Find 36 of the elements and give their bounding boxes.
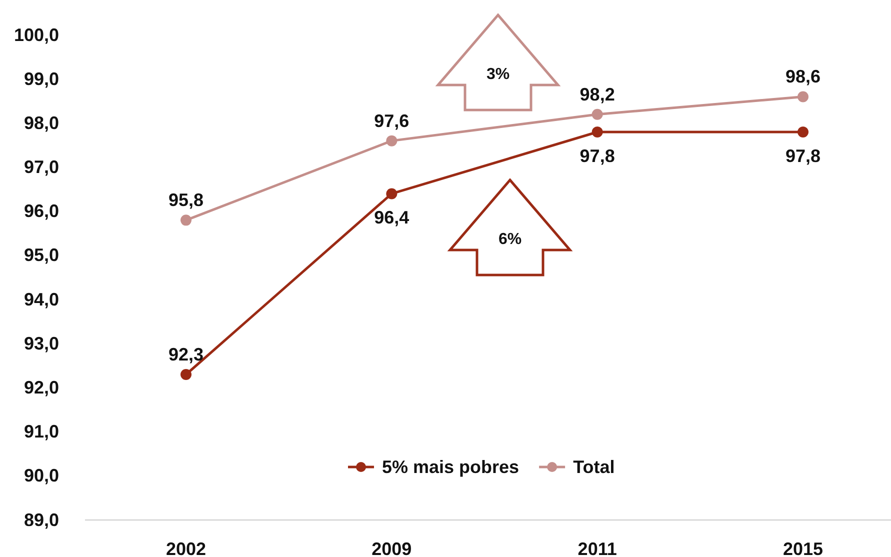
annotation: 3% [486, 66, 510, 83]
point [386, 135, 398, 146]
data-label: 98,6 [785, 66, 821, 87]
y-tick-label: 94,0 [24, 289, 59, 310]
y-tick-label: 89,0 [24, 510, 59, 530]
annotation: 6% [498, 231, 522, 248]
point [798, 91, 808, 102]
legend-label: 5% mais pobres [382, 457, 520, 477]
point [180, 369, 192, 380]
legend-label: Total [573, 457, 615, 477]
y-tick-label: 91,0 [24, 422, 59, 442]
point [386, 188, 398, 200]
y-tick-label: 98,0 [24, 112, 59, 133]
y-tick-label: 93,0 [24, 333, 59, 354]
data-label: 95,8 [168, 190, 204, 210]
data-label: 97,8 [580, 146, 615, 166]
x-tick-label: 2009 [372, 538, 412, 557]
y-tick-label: 95,0 [24, 245, 59, 266]
point [180, 214, 192, 226]
x-tick-label: 2015 [782, 538, 824, 557]
y-tick-label: 90,0 [24, 466, 59, 486]
data-label: 92,3 [168, 344, 204, 364]
y-tick-label: 92,0 [24, 377, 59, 398]
data-label: 97,8 [785, 146, 821, 166]
x-tick-label: 2002 [166, 538, 206, 557]
data-label: 98,2 [580, 84, 615, 104]
point [592, 108, 603, 120]
y-tick-label: 100,0 [14, 24, 59, 45]
y-tick-label: 99,0 [24, 68, 59, 89]
y-tick-label: 97,0 [24, 157, 59, 178]
x-tick-label: 2011 [578, 538, 617, 557]
point [592, 126, 603, 138]
point [798, 126, 808, 138]
data-label: 96,4 [374, 208, 410, 228]
data-label: 97,6 [374, 110, 410, 131]
y-tick-label: 96,0 [24, 201, 59, 222]
